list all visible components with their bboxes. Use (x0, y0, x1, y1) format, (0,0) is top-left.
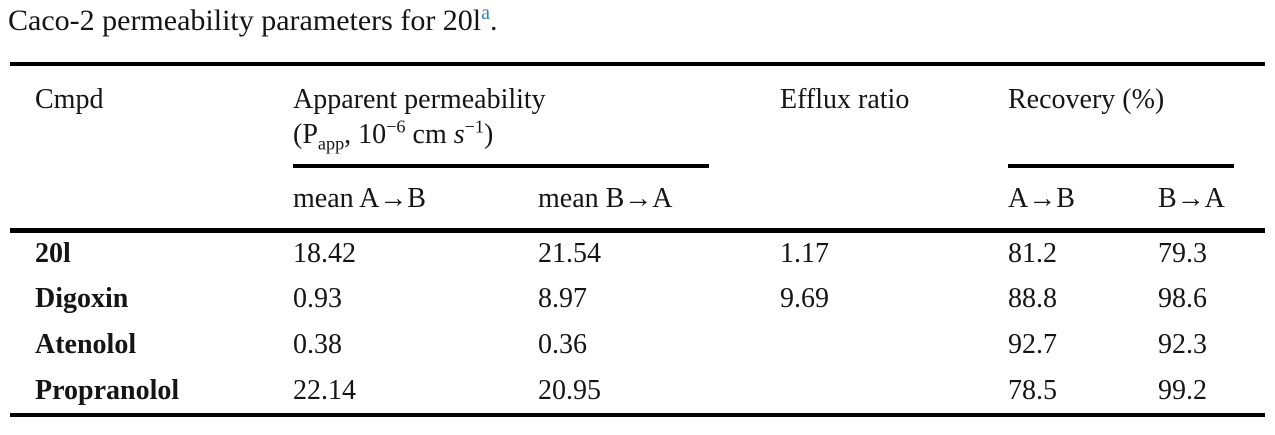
papp-open: (P (293, 119, 318, 150)
cell-recovery-b-to-a: 99.2 (1158, 374, 1207, 406)
papp-cm: cm (405, 119, 454, 150)
table-caption: Caco-2 permeability parameters for 20la. (8, 2, 498, 40)
permeability-table: Cmpd Apparent permeability (Papp, 10−6 c… (10, 62, 1266, 417)
papp-s: s (453, 119, 465, 150)
cell-mean-a-to-b: 0.93 (293, 283, 342, 314)
cell-recovery-b-to-a: 79.3 (1158, 238, 1207, 270)
cell-efflux-ratio (777, 368, 1005, 415)
table-row: Atenolol 0.38 0.36 92.7 92.3 (10, 322, 1265, 368)
spanner-rule-apparent-permeability (293, 164, 709, 168)
cell-mean-b-to-a: 21.54 (538, 238, 601, 270)
subheader-recovery-b-to-a: B→A (1158, 182, 1225, 214)
cell-efflux-ratio (777, 322, 1005, 368)
cell-efflux-ratio: 9.69 (780, 283, 829, 314)
cell-recovery-a-to-b: 88.8 (1008, 283, 1057, 314)
papp-base: , 10 (344, 119, 387, 150)
subheader-mean-a-to-b: mean A→B (293, 182, 426, 214)
papp-close: ) (484, 119, 494, 150)
spanner-rule-recovery (1008, 164, 1234, 168)
cell-mean-b-to-a: 8.97 (538, 283, 587, 314)
table-row: 20l 18.42 21.54 1.17 81.2 79.3 (10, 230, 1265, 276)
compound-name: Propranolol (35, 374, 180, 406)
cell-recovery-b-to-a: 98.6 (1158, 283, 1207, 314)
recovery-label: Recovery (%) (1008, 84, 1165, 115)
compound-name: 20l (35, 238, 71, 270)
cell-mean-a-to-b: 22.14 (293, 374, 356, 406)
cell-recovery-b-to-a: 92.3 (1158, 329, 1207, 360)
col-header-efflux-ratio: Efflux ratio (780, 84, 910, 115)
compound-name: Digoxin (35, 283, 129, 314)
table-caption-text: Caco-2 permeability parameters for 20l (8, 4, 482, 37)
footnote-marker: a (481, 2, 491, 24)
cell-efflux-ratio: 1.17 (780, 238, 829, 270)
cell-recovery-a-to-b: 92.7 (1008, 329, 1057, 360)
col-header-apparent-permeability: Apparent permeability (Papp, 10−6 cm s−1… (290, 64, 777, 168)
papp-exponent-2: −1 (464, 116, 485, 137)
cell-mean-b-to-a: 20.95 (538, 374, 601, 406)
apparent-permeability-units: (Papp, 10−6 cm s−1) (293, 116, 777, 154)
cell-mean-a-to-b: 18.42 (293, 238, 356, 270)
table-row: Digoxin 0.93 8.97 9.69 88.8 98.6 (10, 276, 1265, 322)
papp-subscript: app (317, 133, 345, 154)
table-caption-period: . (490, 4, 498, 37)
subheader-row: mean A→B mean B→A A→B B→A (10, 168, 1265, 230)
cell-mean-a-to-b: 0.38 (293, 329, 342, 360)
cell-recovery-a-to-b: 78.5 (1008, 374, 1057, 406)
subheader-mean-b-to-a: mean B→A (538, 182, 673, 214)
cell-mean-b-to-a: 0.36 (538, 329, 587, 360)
compound-name: Atenolol (35, 329, 137, 360)
apparent-permeability-line1: Apparent permeability (293, 84, 546, 115)
col-header-cmpd: Cmpd (35, 84, 104, 115)
table-row: Propranolol 22.14 20.95 78.5 99.2 (10, 368, 1265, 415)
col-header-recovery: Recovery (%) (1005, 64, 1265, 168)
papp-exponent-1: −6 (386, 116, 406, 137)
header-row: Cmpd Apparent permeability (Papp, 10−6 c… (10, 64, 1265, 168)
cell-recovery-a-to-b: 81.2 (1008, 238, 1057, 270)
subheader-recovery-a-to-b: A→B (1008, 182, 1075, 214)
